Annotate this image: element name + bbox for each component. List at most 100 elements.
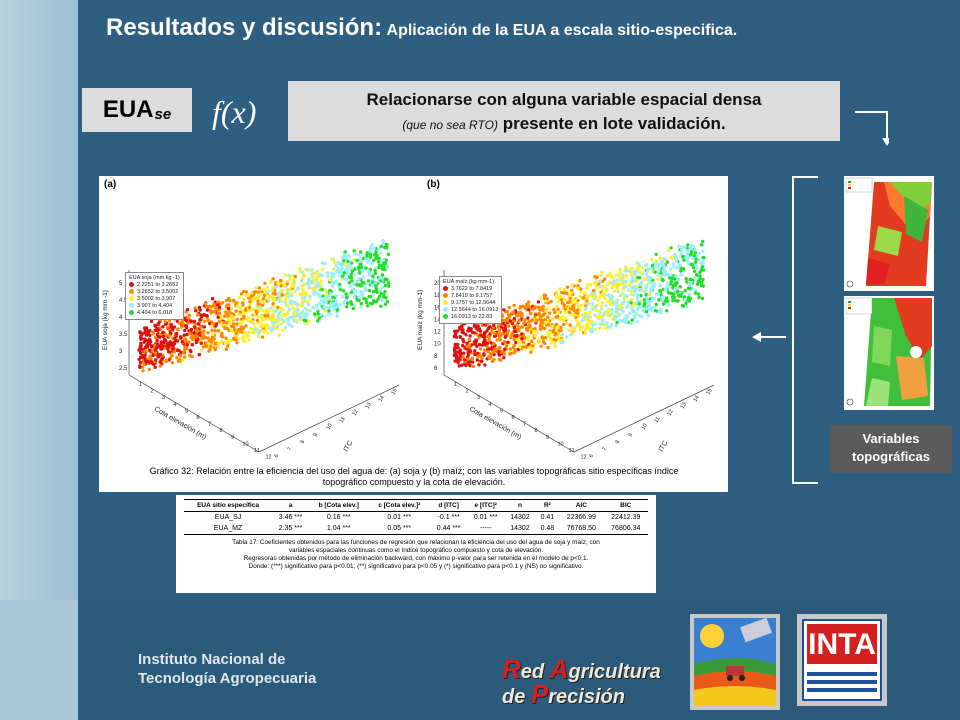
legend-item-label: 2.2251 to 3.2652 — [137, 282, 179, 288]
elevation-tick-label: 12 — [581, 455, 587, 461]
data-point — [659, 260, 663, 264]
data-point — [629, 301, 633, 305]
data-point — [342, 300, 346, 305]
data-point — [292, 312, 296, 317]
data-point — [271, 321, 275, 325]
data-point — [649, 276, 653, 280]
data-point — [328, 278, 332, 282]
data-point — [660, 263, 665, 267]
data-point — [543, 341, 547, 346]
data-point — [335, 294, 339, 298]
figure-caption-line-1: Gráfico 32: Relación entre la eficiencia… — [149, 466, 679, 476]
data-point — [294, 309, 298, 313]
data-point — [340, 265, 344, 270]
data-point — [584, 327, 588, 332]
data-point — [194, 340, 198, 345]
data-point — [213, 347, 217, 352]
data-point — [138, 348, 142, 352]
data-point — [583, 314, 587, 318]
data-point — [546, 334, 550, 339]
data-point — [492, 357, 496, 362]
data-point — [562, 303, 566, 308]
data-point — [636, 305, 640, 309]
data-point — [545, 297, 549, 301]
data-point — [308, 294, 312, 299]
data-point — [700, 265, 705, 269]
data-point — [677, 244, 681, 248]
data-point — [669, 280, 674, 284]
data-point — [657, 262, 661, 267]
data-point — [229, 307, 234, 311]
data-point — [672, 295, 676, 300]
data-point — [230, 315, 234, 319]
data-point — [583, 301, 587, 305]
data-point — [533, 305, 537, 309]
data-point — [577, 305, 581, 309]
slide-title-main: Resultados y discusión: — [106, 14, 383, 41]
data-point — [321, 302, 325, 306]
data-point — [225, 303, 230, 307]
data-point — [280, 299, 284, 304]
data-point — [337, 282, 342, 287]
data-point — [260, 317, 264, 322]
legend-swatch — [443, 307, 448, 313]
data-point — [626, 300, 630, 305]
data-point — [375, 256, 379, 261]
point-cloud — [137, 239, 391, 373]
data-point — [549, 299, 553, 304]
legend-item: 4.404 to 6.018 — [129, 310, 180, 317]
data-point — [659, 307, 663, 312]
data-point — [241, 301, 245, 305]
data-point — [314, 271, 318, 276]
data-point — [206, 336, 210, 340]
data-point — [508, 319, 513, 323]
data-point — [503, 347, 507, 351]
data-point — [223, 341, 227, 345]
legend-swatch — [129, 296, 134, 302]
data-point — [624, 285, 628, 289]
data-point — [694, 260, 698, 264]
data-point — [690, 262, 695, 267]
data-point — [303, 295, 307, 300]
data-point — [467, 337, 471, 342]
data-point — [245, 332, 249, 337]
data-point — [561, 322, 566, 327]
data-point — [344, 277, 349, 282]
data-point — [220, 301, 225, 305]
data-point — [271, 285, 275, 289]
data-point — [341, 274, 345, 278]
data-point — [192, 331, 196, 335]
data-point — [624, 313, 628, 318]
data-point — [360, 293, 364, 297]
data-point — [315, 275, 319, 280]
elevation-tick-label: 5 — [185, 408, 188, 414]
data-point — [474, 340, 478, 345]
data-point — [154, 324, 158, 329]
data-point — [156, 335, 161, 339]
data-point — [228, 298, 232, 303]
legend-item-label: 9.1757 to 12.5644 — [451, 300, 496, 306]
elevation-map — [844, 176, 934, 291]
data-point — [303, 306, 307, 311]
data-point — [595, 280, 599, 285]
data-point — [158, 364, 162, 368]
legend-item-label: 3.5002 to 3.907 — [137, 296, 176, 302]
data-point — [256, 331, 260, 335]
data-point — [665, 284, 669, 289]
data-point — [213, 329, 217, 333]
data-point — [667, 303, 671, 307]
data-point — [148, 329, 152, 333]
table-row: EUA_MZ 2.35 *** 1.04 *** 0.05 *** 0.44 *** --… — [184, 523, 648, 535]
data-point — [277, 291, 281, 295]
data-point — [313, 278, 317, 282]
data-point — [149, 319, 154, 323]
data-point — [564, 316, 568, 321]
scatter-figure: (a) (b) 5 4.5 4 3.5 3 2.5 EUA soja (kg mm -1) 1… — [99, 176, 728, 492]
variables-topograficas-box: Variables topográficas — [830, 425, 952, 473]
table-cell: EUA_MZ — [184, 523, 273, 535]
data-point — [593, 275, 597, 279]
data-point — [655, 292, 660, 296]
data-point — [138, 344, 143, 348]
data-point — [166, 325, 170, 329]
data-point — [601, 320, 605, 325]
